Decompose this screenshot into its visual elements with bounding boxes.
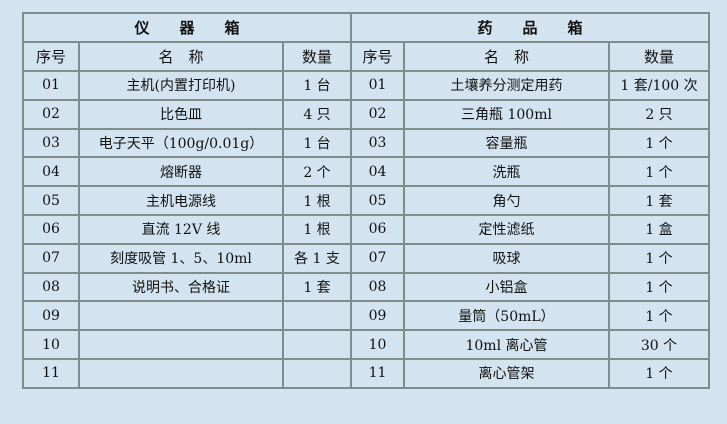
instruments-name-cell bbox=[78, 300, 284, 332]
reagents-name-cell: 吸球 bbox=[403, 242, 610, 274]
reagents-no-cell: 08 bbox=[350, 271, 405, 303]
reagents-qty-cell: 1 个 bbox=[608, 271, 710, 303]
reagents-no-cell: 05 bbox=[350, 185, 405, 216]
reagents-qty-cell: 1 盒 bbox=[608, 213, 710, 245]
instruments-no-cell: 02 bbox=[22, 98, 80, 130]
reagents-no-cell: 10 bbox=[350, 329, 405, 360]
table-row: 03 电子天平（100g/0.01g） 1 台 03 容量瓶 1 个 bbox=[22, 127, 710, 159]
instruments-qty-cell: 4 只 bbox=[282, 98, 352, 130]
reagents-name-cell: 土壤养分测定用药 bbox=[403, 70, 610, 101]
instruments-qty-cell bbox=[282, 329, 352, 360]
table-row: 05 主机电源线 1 根 05 角勺 1 套 bbox=[22, 185, 710, 216]
instruments-name-cell: 主机电源线 bbox=[78, 185, 284, 216]
reagents-qty-cell: 30 个 bbox=[608, 329, 710, 360]
header-no: 序号 bbox=[350, 41, 405, 72]
equipment-table: 仪 器 箱 药 品 箱 序号 名 称 数量 序号 名 称 数量 01 主机(内置打… bbox=[22, 12, 710, 389]
instruments-name-cell bbox=[78, 357, 284, 389]
table-row: 04 熔断器 2 个 04 洗瓶 1 个 bbox=[22, 156, 710, 188]
reagents-no-cell: 09 bbox=[350, 300, 405, 332]
instruments-name-cell: 刻度吸管 1、5、10ml bbox=[78, 242, 284, 274]
reagents-name-cell: 小铝盒 bbox=[403, 271, 610, 303]
instruments-name-cell bbox=[78, 329, 284, 360]
reagents-no-cell: 02 bbox=[350, 98, 405, 130]
table-row: 09 09 量筒（50mL） 1 个 bbox=[22, 300, 710, 332]
instruments-qty-cell: 1 套 bbox=[282, 271, 352, 303]
reagents-name-cell: 三角瓶 100ml bbox=[403, 98, 610, 130]
instruments-title: 仪 器 箱 bbox=[22, 12, 352, 43]
reagents-no-cell: 03 bbox=[350, 127, 405, 159]
instruments-no-cell: 05 bbox=[22, 185, 80, 216]
reagents-name-cell: 定性滤纸 bbox=[403, 213, 610, 245]
instruments-qty-cell: 2 个 bbox=[282, 156, 352, 188]
instruments-no-cell: 03 bbox=[22, 127, 80, 159]
instruments-qty-cell: 1 台 bbox=[282, 127, 352, 159]
instruments-no-cell: 04 bbox=[22, 156, 80, 188]
reagents-name-cell: 洗瓶 bbox=[403, 156, 610, 188]
reagents-qty-cell: 1 个 bbox=[608, 127, 710, 159]
reagents-no-cell: 04 bbox=[350, 156, 405, 188]
header-qty: 数量 bbox=[608, 41, 710, 72]
instruments-name-cell: 熔断器 bbox=[78, 156, 284, 188]
reagents-qty-cell: 1 个 bbox=[608, 156, 710, 188]
instruments-no-cell: 07 bbox=[22, 242, 80, 274]
reagents-name-cell: 容量瓶 bbox=[403, 127, 610, 159]
instruments-name-cell: 电子天平（100g/0.01g） bbox=[78, 127, 284, 159]
instruments-no-cell: 09 bbox=[22, 300, 80, 332]
table-row: 01 主机(内置打印机) 1 台 01 土壤养分测定用药 1 套/100 次 bbox=[22, 70, 710, 101]
instruments-qty-cell: 1 台 bbox=[282, 70, 352, 101]
table-row: 11 11 离心管架 1 个 bbox=[22, 357, 710, 389]
instruments-name-cell: 说明书、合格证 bbox=[78, 271, 284, 303]
reagents-title: 药 品 箱 bbox=[350, 12, 710, 43]
reagents-name-cell: 角勺 bbox=[403, 185, 610, 216]
reagents-no-cell: 07 bbox=[350, 242, 405, 274]
reagents-no-cell: 01 bbox=[350, 70, 405, 101]
column-header-row: 序号 名 称 数量 序号 名 称 数量 bbox=[22, 41, 710, 72]
header-name: 名 称 bbox=[78, 41, 284, 72]
reagents-no-cell: 11 bbox=[350, 357, 405, 389]
reagents-qty-cell: 1 个 bbox=[608, 242, 710, 274]
instruments-qty-cell bbox=[282, 300, 352, 332]
header-qty: 数量 bbox=[282, 41, 352, 72]
reagents-qty-cell: 1 个 bbox=[608, 300, 710, 332]
instruments-no-cell: 08 bbox=[22, 271, 80, 303]
reagents-qty-cell: 1 个 bbox=[608, 357, 710, 389]
reagents-qty-cell: 2 只 bbox=[608, 98, 710, 130]
table-row: 08 说明书、合格证 1 套 08 小铝盒 1 个 bbox=[22, 271, 710, 303]
header-no: 序号 bbox=[22, 41, 80, 72]
instruments-name-cell: 主机(内置打印机) bbox=[78, 70, 284, 101]
reagents-name-cell: 离心管架 bbox=[403, 357, 610, 389]
reagents-qty-cell: 1 套/100 次 bbox=[608, 70, 710, 101]
instruments-qty-cell: 各 1 支 bbox=[282, 242, 352, 274]
reagents-name-cell: 10ml 离心管 bbox=[403, 329, 610, 360]
instruments-qty-cell: 1 根 bbox=[282, 185, 352, 216]
reagents-name-cell: 量筒（50mL） bbox=[403, 300, 610, 332]
instruments-qty-cell: 1 根 bbox=[282, 213, 352, 245]
instruments-no-cell: 11 bbox=[22, 357, 80, 389]
instruments-no-cell: 06 bbox=[22, 213, 80, 245]
instruments-no-cell: 10 bbox=[22, 329, 80, 360]
table-row: 10 10 10ml 离心管 30 个 bbox=[22, 329, 710, 360]
table-row: 07 刻度吸管 1、5、10ml 各 1 支 07 吸球 1 个 bbox=[22, 242, 710, 274]
table-row: 02 比色皿 4 只 02 三角瓶 100ml 2 只 bbox=[22, 98, 710, 130]
reagents-qty-cell: 1 套 bbox=[608, 185, 710, 216]
instruments-name-cell: 直流 12V 线 bbox=[78, 213, 284, 245]
instruments-qty-cell bbox=[282, 357, 352, 389]
section-title-row: 仪 器 箱 药 品 箱 bbox=[22, 12, 710, 43]
header-name: 名 称 bbox=[403, 41, 610, 72]
reagents-no-cell: 06 bbox=[350, 213, 405, 245]
instruments-no-cell: 01 bbox=[22, 70, 80, 101]
instruments-name-cell: 比色皿 bbox=[78, 98, 284, 130]
